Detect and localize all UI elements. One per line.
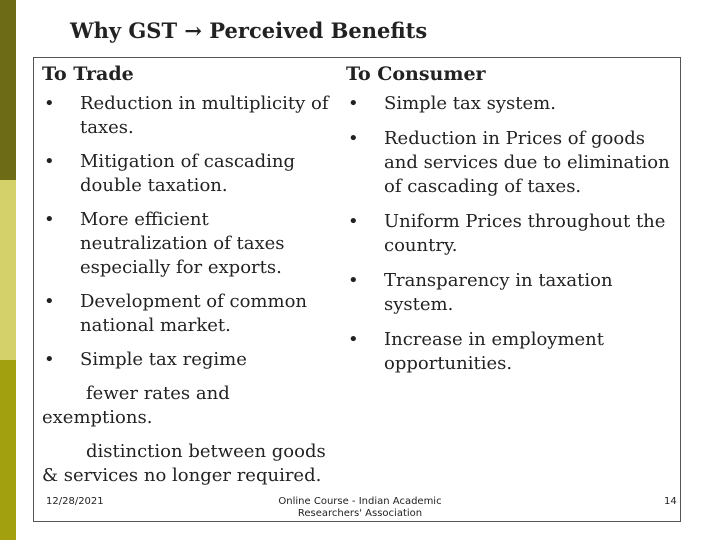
page-number: 14 xyxy=(664,496,677,507)
bullet-icon: • xyxy=(348,329,359,350)
list-item: • Reduction in multiplicity of taxes. xyxy=(44,93,329,138)
trade-heading: To Trade xyxy=(42,63,134,85)
trade-subpoint-rates: fewer rates and exemptions. xyxy=(42,383,230,428)
list-item: • Simple tax system. xyxy=(348,93,556,114)
bullet-icon: • xyxy=(348,93,359,114)
decor-bar-middle xyxy=(0,180,16,360)
list-item: • Simple tax regime xyxy=(44,349,247,370)
trade-list: • Reduction in multiplicity of taxes. • … xyxy=(42,92,337,372)
list-item: • Uniform Prices throughout the country. xyxy=(348,211,666,256)
bullet-icon: • xyxy=(44,291,55,312)
bullet-icon: • xyxy=(348,211,359,232)
consumer-heading: To Consumer xyxy=(346,63,486,85)
list-item: • Transparency in taxation system. xyxy=(348,270,613,315)
benefits-table: To Trade • Reduction in multiplicity of … xyxy=(33,57,681,522)
bullet-icon: • xyxy=(348,128,359,149)
bullet-icon: • xyxy=(44,209,55,230)
consumer-list: • Simple tax system. • Reduction in Pric… xyxy=(346,92,676,376)
bullet-icon: • xyxy=(44,349,55,370)
footer-source: Online Course - Indian Academic Research… xyxy=(278,496,442,519)
trade-subpoint-distinction: distinction between goods & services no … xyxy=(42,441,326,486)
list-item: • Increase in employment opportunities. xyxy=(348,329,605,374)
decor-bar-top xyxy=(0,0,16,180)
list-item: • Reduction in Prices of goods and servi… xyxy=(348,128,670,197)
footer-date: 12/28/2021 xyxy=(46,496,104,507)
list-item: • Mitigation of cascading double taxatio… xyxy=(44,151,296,196)
consumer-column: To Consumer • Simple tax system. • Reduc… xyxy=(346,58,676,376)
slide-title: Why GST → Perceived Benefits xyxy=(70,18,428,43)
list-item: • Development of common national market. xyxy=(44,291,307,336)
decor-bar-bottom xyxy=(0,360,16,540)
bullet-icon: • xyxy=(348,270,359,291)
bullet-icon: • xyxy=(44,93,55,114)
list-item: • More efficient neutralization of taxes… xyxy=(44,209,285,278)
bullet-icon: • xyxy=(44,151,55,172)
trade-column: To Trade • Reduction in multiplicity of … xyxy=(42,58,337,488)
